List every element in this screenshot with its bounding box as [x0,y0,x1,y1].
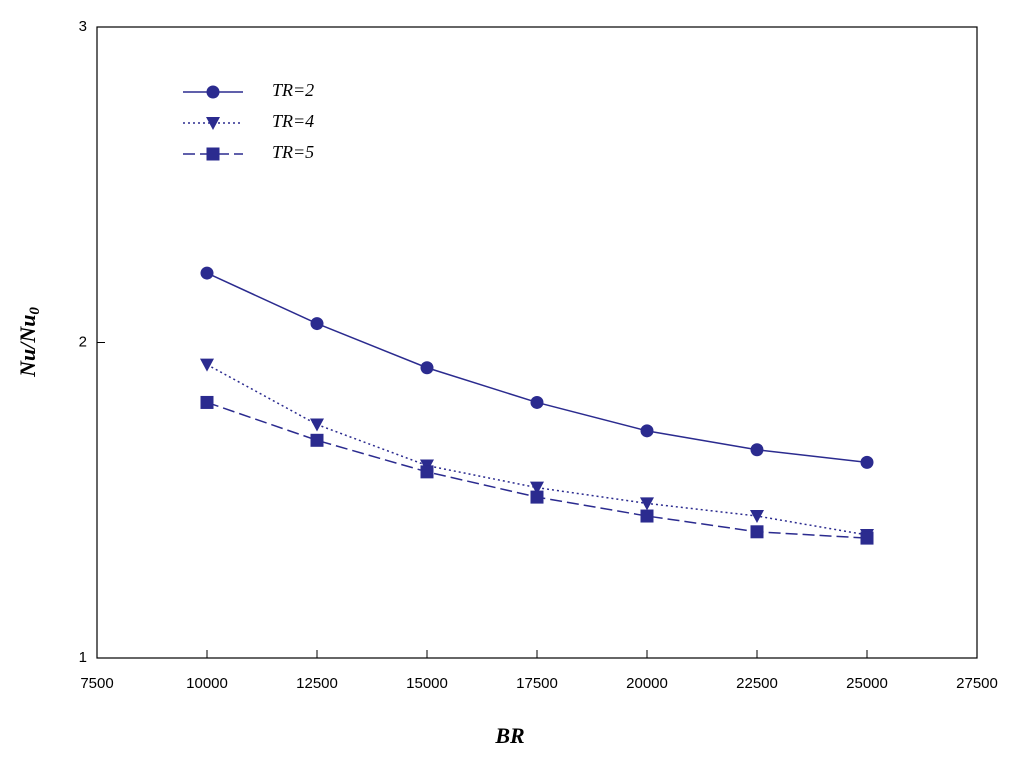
x-axis-label: BR [494,723,524,748]
y-tick-label: 3 [79,18,87,35]
marker [860,531,874,545]
x-tick-label: 22500 [736,675,778,692]
legend-label: TR=5 [272,142,314,162]
marker [640,509,654,523]
marker [200,358,214,372]
series-line [206,272,868,464]
x-tick-label: 10000 [186,675,228,692]
marker [860,455,874,469]
y-tick-label: 1 [79,649,87,666]
marker [206,117,220,130]
marker [310,418,324,432]
marker [420,361,434,375]
y-axis-label-subscript: 0 [27,307,43,315]
x-tick-label: 27500 [956,675,998,692]
marker [530,395,544,409]
marker [640,424,654,438]
marker [420,465,434,479]
marker [640,497,654,511]
x-tick-label: 17500 [516,675,558,692]
x-tick-label: 25000 [846,675,888,692]
series-line [206,363,868,536]
marker [310,317,324,331]
y-axis-label-main: Nu/Nu [15,315,40,378]
marker [530,490,544,504]
marker [750,510,764,524]
marker [200,395,214,409]
x-tick-label: 15000 [406,675,448,692]
marker [206,147,220,161]
marker [750,525,764,539]
marker [200,266,214,280]
y-axis-label: Nu/Nu0 [15,307,43,378]
marker [750,443,764,457]
marker [310,433,324,447]
legend-label: TR=4 [272,111,314,131]
marker [530,481,544,495]
y-tick-label: 2 [79,333,87,350]
legend-label: TR=2 [272,80,314,100]
x-tick-label: 7500 [80,675,113,692]
plot-frame [96,26,978,659]
marker [206,85,220,99]
series-line [206,401,868,539]
x-tick-label: 20000 [626,675,668,692]
x-tick-label: 12500 [296,675,338,692]
